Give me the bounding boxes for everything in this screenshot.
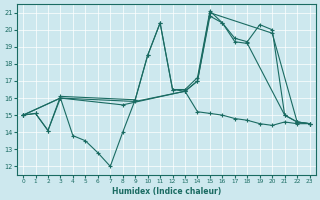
X-axis label: Humidex (Indice chaleur): Humidex (Indice chaleur) <box>112 187 221 196</box>
